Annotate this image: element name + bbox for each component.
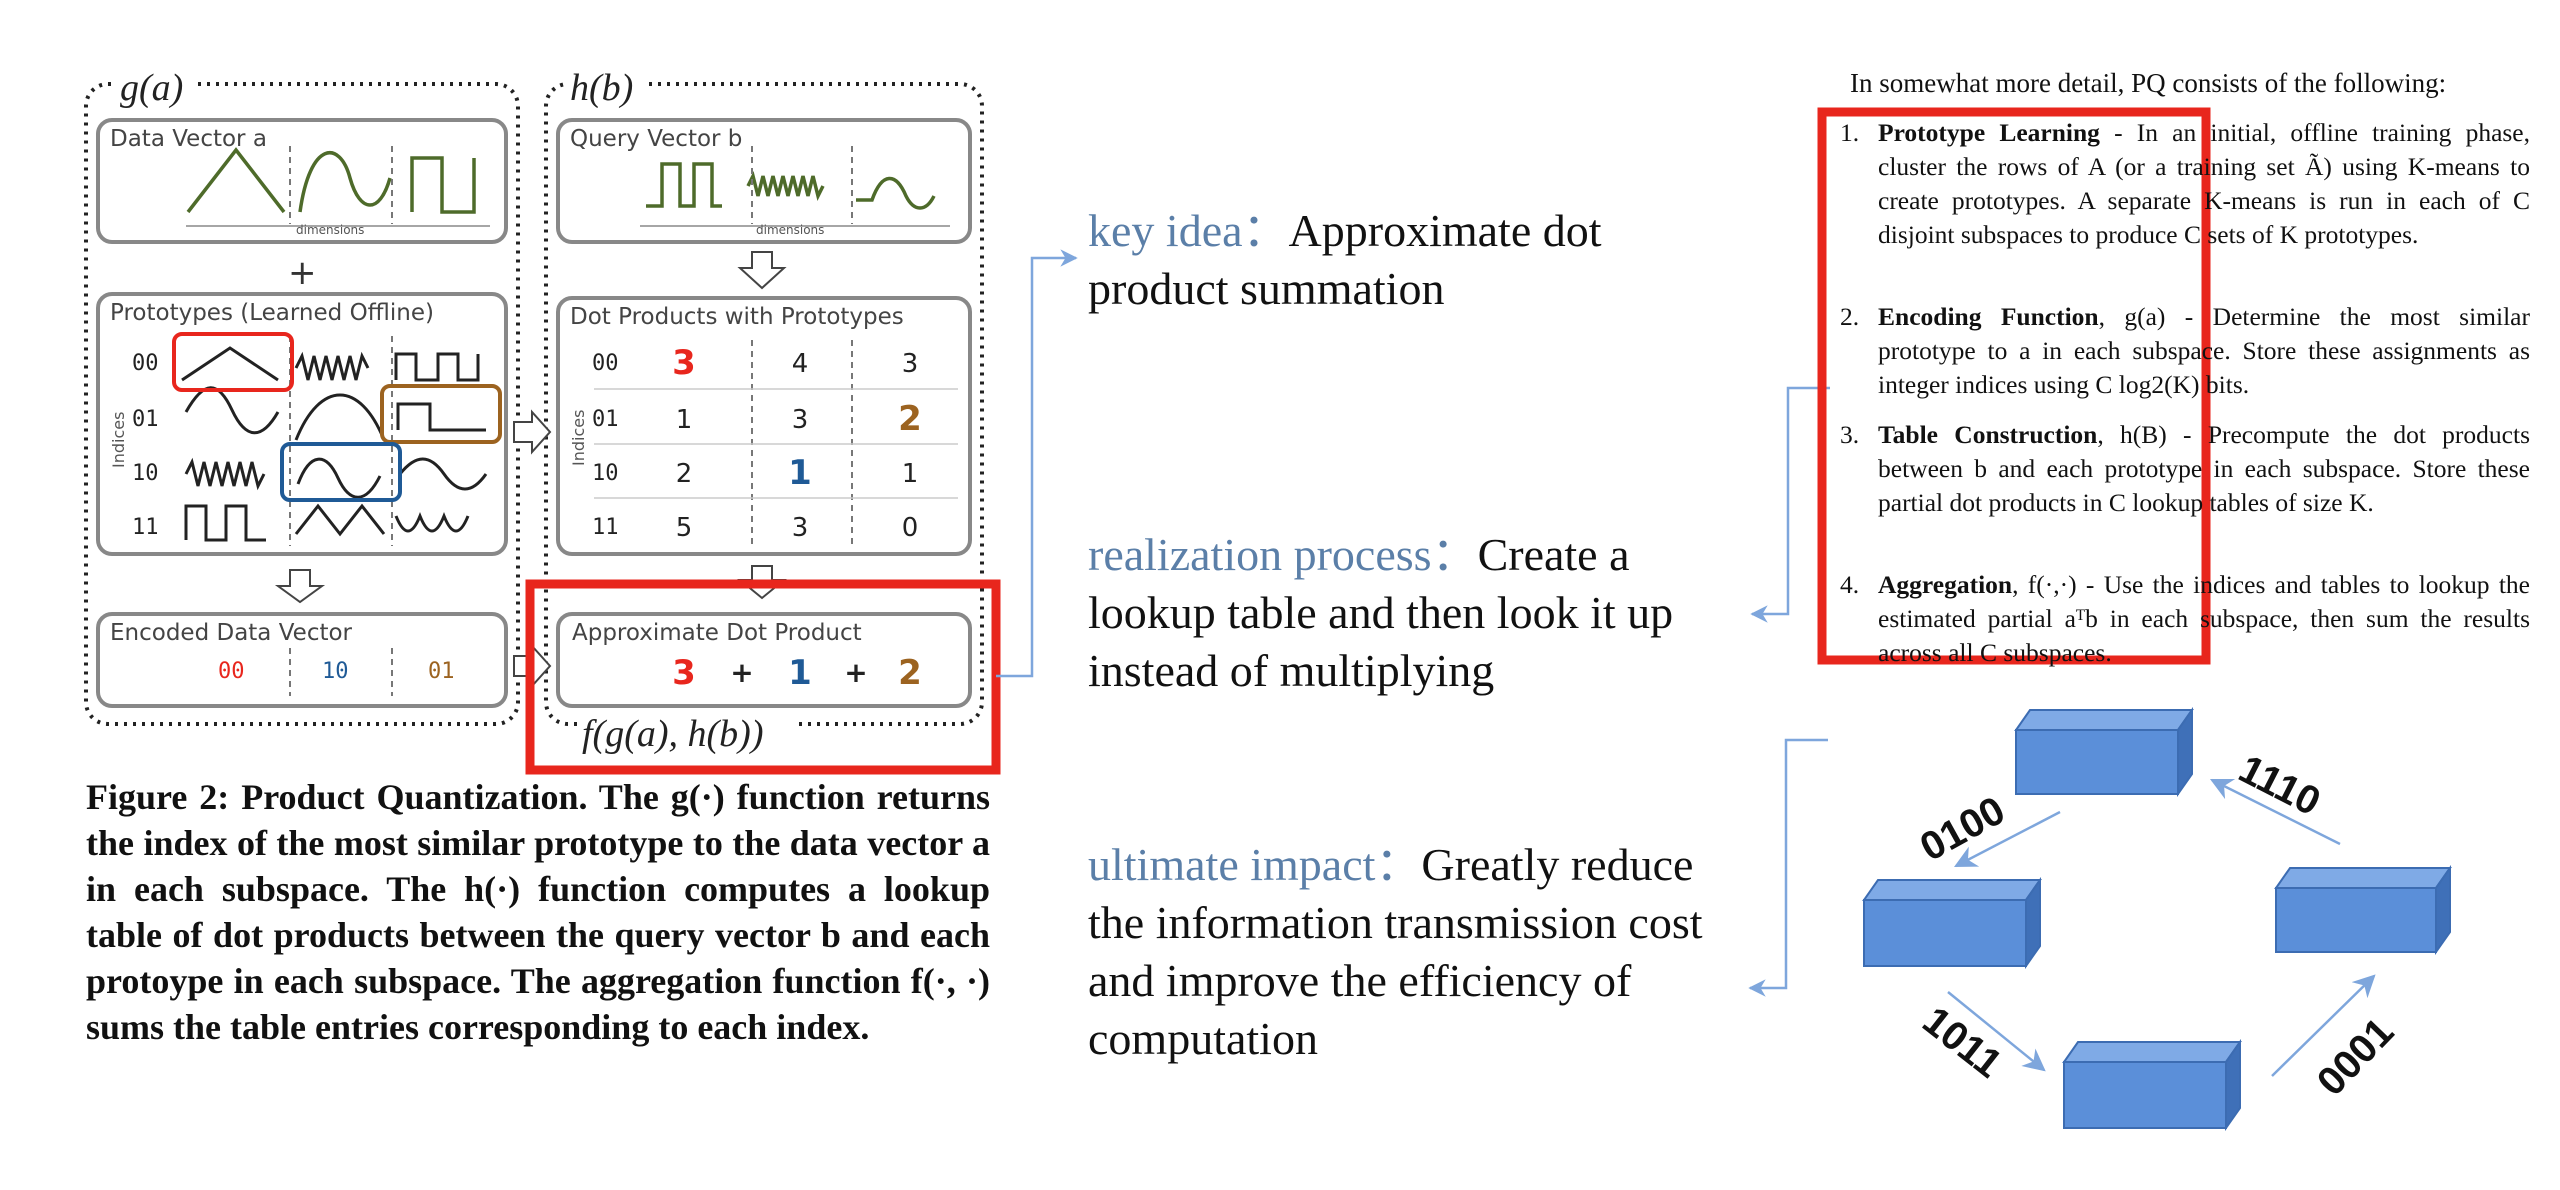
pq-item-text: , h(B) - Precompute the dot products bet… (1878, 420, 2530, 517)
pq-item-text: , f(·,·) - Use the indices and tables to… (1878, 570, 2530, 667)
prototype-waves (181, 346, 488, 542)
pq-item-number: 1. (1840, 118, 1860, 147)
connectors (996, 249, 1830, 997)
dp-cell: 2 (676, 459, 693, 489)
connector-key-idea (996, 249, 1078, 678)
key-idea-label: key idea： (1088, 205, 1289, 256)
cube-bottom (2062, 1038, 2242, 1132)
down-arrow-right-1 (737, 251, 787, 290)
pq-item-1: 1. Prototype Learning - In an initial, o… (1840, 116, 2530, 252)
query-vector-wave (646, 162, 936, 210)
approx-plus-2: + (844, 656, 867, 689)
side-arrow-upper (513, 409, 552, 455)
pq-item-number: 3. (1840, 420, 1860, 449)
ultimate-impact: ultimate impact：Greatly reduce the infor… (1088, 836, 1758, 1068)
encoded-box (96, 612, 508, 708)
dp-idx-10: 10 (592, 461, 619, 486)
h-label: h(b) (570, 67, 633, 109)
dp-cell: 5 (676, 513, 693, 543)
encoded-code-3: 01 (428, 659, 455, 684)
f-label: f(g(a), h(b)) (582, 713, 763, 755)
connector-realization (1750, 386, 1830, 623)
pq-item-title: Prototype Learning (1878, 118, 2100, 147)
encoded-title: Encoded Data Vector (110, 620, 353, 646)
approx-title: Approximate Dot Product (572, 620, 862, 646)
dot-products-title: Dot Products with Prototypes (570, 304, 904, 330)
cube-right (2274, 864, 2452, 956)
approx-plus-1: + (730, 656, 753, 689)
pq-intro: In somewhat more detail, PQ consists of … (1850, 68, 2447, 98)
cycle-label-0100: 0100 (1913, 788, 2012, 870)
pq-item-title: Table Construction (1878, 420, 2098, 449)
dot-products-axis: Indices (569, 410, 588, 466)
encoded-code-2: 10 (322, 659, 349, 684)
dot-products-box (556, 296, 972, 556)
proto-row-00: 00 (132, 351, 159, 376)
approx-term-2: 1 (788, 653, 812, 693)
cycle-label-1011: 1011 (1914, 998, 2009, 1086)
dp-cell: 1 (676, 405, 693, 435)
realization-text: Create a lookup table and then look it u… (1088, 529, 1674, 696)
dp-idx-01: 01 (592, 407, 619, 432)
dp-cell: 3 (792, 513, 809, 543)
realization-label: realization process： (1088, 529, 1478, 580)
pq-item-2: 2. Encoding Function, g(a) - Determine t… (1840, 300, 2530, 402)
pq-figure: g(a) h(b) Data Vector a dimensions + Pro… (84, 66, 1001, 775)
proto-highlight-red (172, 332, 294, 392)
cube-top (2014, 706, 2194, 798)
key-idea-text: Approximate dot product summation (1088, 205, 1602, 314)
plus-sign: + (288, 253, 317, 293)
g-container (84, 82, 520, 726)
pq-red-highlight (1817, 107, 2211, 665)
data-vector-wave (186, 147, 476, 214)
dp-cell: 4 (792, 349, 809, 379)
dp-cell: 1 (788, 453, 812, 493)
proto-highlight-brown (380, 384, 502, 444)
dp-idx-00: 00 (592, 351, 619, 376)
pq-item-text: , g(a) - Determine the most similar prot… (1878, 302, 2530, 399)
cycle-arrows (1947, 778, 2376, 1077)
pq-item-3: 3. Table Construction, h(B) - Precompute… (1840, 418, 2530, 520)
dp-idx-11: 11 (592, 515, 619, 540)
proto-highlight-blue (280, 442, 402, 502)
dp-cell: 3 (672, 343, 696, 383)
prototypes-axis: Indices (109, 412, 128, 468)
data-vector-box (96, 118, 508, 244)
pq-item-text: - In an initial, offline training phase,… (1878, 118, 2530, 249)
dp-cell: 2 (898, 399, 922, 439)
figure-caption: Figure 2: Product Quantization. The g(·)… (86, 777, 990, 1047)
query-vector-dimensions: dimensions (756, 223, 824, 237)
query-vector-title: Query Vector b (570, 126, 742, 152)
data-vector-dimensions: dimensions (296, 223, 364, 237)
down-arrow-left (274, 569, 326, 604)
proto-row-10: 10 (132, 461, 159, 486)
g-label: g(a) (120, 67, 183, 109)
approx-box (556, 612, 972, 708)
pq-item-4: 4. Aggregation, f(·,·) - Use the indices… (1840, 568, 2530, 670)
pq-item-title: Aggregation (1878, 570, 2013, 599)
approx-term-1: 3 (672, 653, 696, 693)
dp-cell: 1 (902, 459, 919, 489)
key-idea: key idea：Approximate dot product summati… (1088, 202, 1648, 318)
impact-text: Greatly reduce the information transmiss… (1088, 839, 1703, 1064)
connector-impact (1748, 738, 1828, 997)
encoded-code-1: 00 (218, 659, 245, 684)
pq-item-title: Encoding Function (1878, 302, 2099, 331)
approx-term-3: 2 (898, 653, 922, 693)
proto-row-01: 01 (132, 407, 159, 432)
pq-item-number: 2. (1840, 302, 1860, 331)
dp-cell: 3 (792, 405, 809, 435)
data-vector-title: Data Vector a (110, 126, 267, 152)
pq-item-number: 4. (1840, 570, 1860, 599)
dp-cell: 0 (902, 513, 919, 543)
cycle-label-0001: 0001 (2309, 1010, 2402, 1105)
dp-cell: 3 (902, 349, 919, 379)
proto-row-11: 11 (132, 515, 159, 540)
cycle-diagram: 0100 1110 1011 0001 (1862, 706, 2452, 1132)
realization-process: realization process：Create a lookup tabl… (1088, 526, 1728, 700)
impact-label: ultimate impact： (1088, 839, 1422, 890)
prototypes-title: Prototypes (Learned Offline) (110, 300, 434, 326)
cube-left (1862, 876, 2042, 970)
